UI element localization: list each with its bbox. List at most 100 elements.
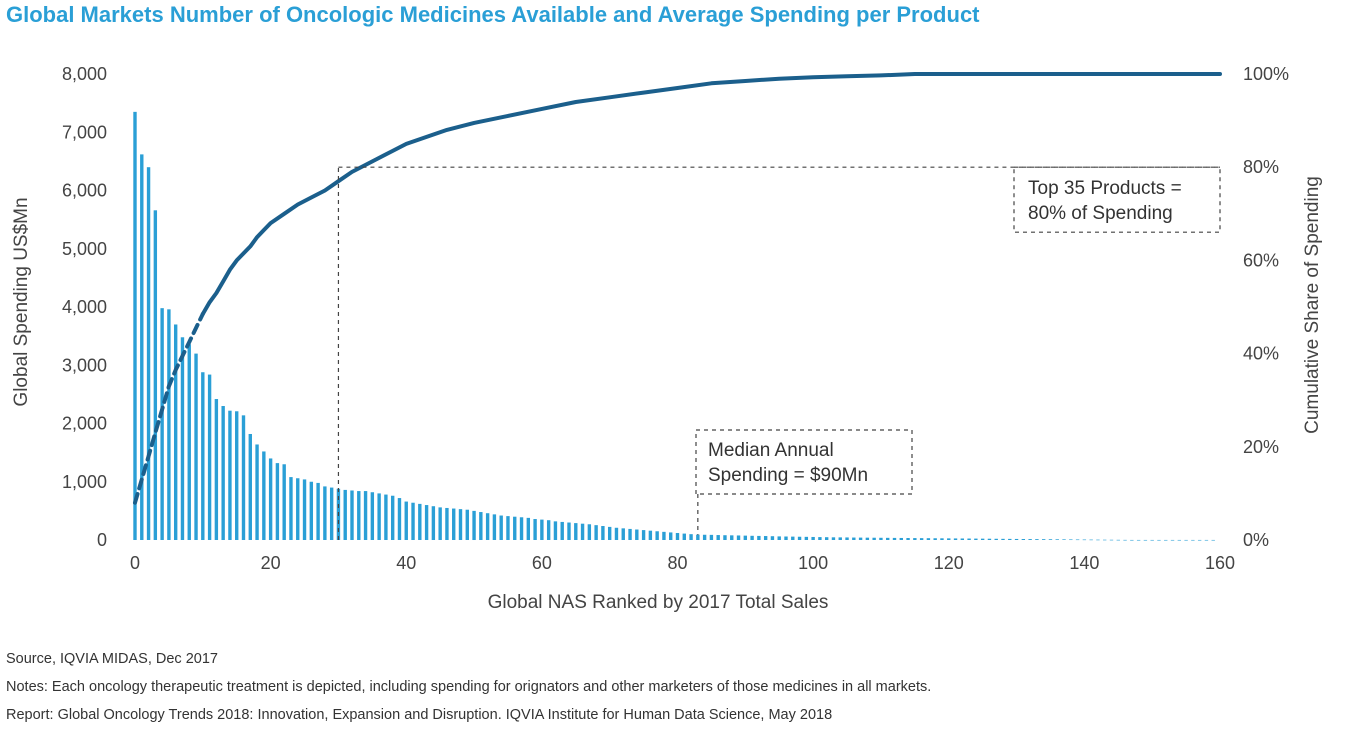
bar — [343, 489, 347, 540]
bar — [194, 353, 198, 540]
bar — [180, 337, 185, 540]
bar — [445, 507, 449, 540]
bar — [743, 535, 748, 540]
bar — [716, 535, 720, 540]
bar — [350, 490, 354, 540]
bar — [994, 538, 998, 540]
bar — [567, 522, 571, 540]
annotation-text-top35: 80% of Spending — [1028, 203, 1173, 224]
bar — [933, 538, 937, 540]
bar — [621, 528, 625, 540]
y-tick-label: 6,000 — [62, 181, 107, 201]
bar — [811, 536, 815, 540]
bar — [1096, 539, 1100, 541]
bar — [614, 527, 619, 540]
bar — [587, 524, 592, 540]
bar — [879, 537, 883, 540]
bar — [1041, 539, 1046, 540]
bar — [1109, 539, 1114, 541]
bar — [574, 523, 578, 540]
bar — [214, 399, 219, 540]
cumulative-line-dashed — [133, 312, 205, 505]
bar — [784, 536, 788, 540]
bar — [235, 411, 239, 540]
bar — [309, 481, 314, 540]
bar — [689, 534, 693, 540]
bar — [1048, 539, 1053, 540]
bar — [329, 487, 334, 540]
y-tick-label: 1,000 — [62, 472, 107, 492]
bar — [791, 536, 795, 540]
annotation-text-median: Spending = $90Mn — [708, 465, 868, 486]
bar — [1062, 539, 1066, 540]
y2-tick-label: 60% — [1243, 250, 1279, 270]
bar — [248, 433, 252, 540]
bar — [513, 516, 517, 540]
y2-axis-label: Cumulative Share of Spending — [1302, 176, 1323, 434]
y2-tick-label: 40% — [1243, 344, 1279, 364]
bar — [255, 444, 259, 540]
chart: Top 35 Products = 80% of Spending Median A… — [11, 64, 1323, 613]
bar — [1157, 539, 1161, 541]
x-tick-label: 20 — [261, 553, 281, 573]
bar — [411, 502, 415, 540]
bar — [533, 519, 537, 540]
bar — [757, 535, 761, 540]
bar — [750, 535, 754, 540]
bar — [133, 111, 137, 541]
bar — [628, 528, 632, 540]
bar — [146, 167, 151, 540]
bar — [560, 521, 564, 540]
bar — [899, 537, 903, 540]
y-tick-label: 5,000 — [62, 239, 107, 259]
bar — [892, 537, 897, 540]
bar — [607, 526, 612, 540]
bar — [228, 410, 232, 540]
bar — [1123, 539, 1127, 541]
y-tick-label: 2,000 — [62, 414, 107, 434]
y2-tick-label: 0% — [1243, 530, 1269, 550]
bar — [187, 344, 191, 540]
bar — [370, 492, 375, 540]
bar — [1211, 539, 1215, 541]
bar — [974, 538, 978, 540]
bar — [553, 521, 558, 540]
bar — [845, 537, 849, 540]
bar — [546, 520, 551, 540]
y-tick-label: 4,000 — [62, 297, 107, 317]
bar — [736, 535, 741, 540]
bar — [980, 538, 985, 540]
x-tick-label: 0 — [130, 553, 140, 573]
x-tick-label: 60 — [532, 553, 552, 573]
bar — [730, 535, 734, 540]
bar — [906, 538, 910, 540]
bar — [465, 509, 469, 540]
bar — [601, 526, 605, 540]
footer-source: Source, IQVIA MIDAS, Dec 2017 — [6, 651, 218, 667]
annotations: Top 35 Products = 80% of Spending Median A… — [337, 166, 1221, 540]
bar — [431, 506, 436, 540]
bar — [390, 495, 395, 540]
bar — [723, 535, 727, 540]
bar — [458, 509, 463, 540]
bar — [960, 538, 965, 540]
bar — [709, 534, 714, 540]
bar — [1035, 539, 1039, 540]
bar — [641, 530, 646, 540]
bar — [1150, 539, 1154, 541]
bar — [418, 503, 422, 540]
bar — [1130, 539, 1134, 541]
bar — [492, 514, 497, 540]
y-tick-label: 3,000 — [62, 355, 107, 375]
bar — [316, 482, 320, 540]
bar — [540, 519, 544, 540]
bar — [696, 534, 700, 540]
bar — [167, 309, 171, 540]
bar — [275, 463, 280, 540]
x-tick-label: 160 — [1205, 553, 1235, 573]
bar — [580, 523, 585, 540]
bar — [1197, 539, 1202, 541]
bar — [702, 534, 707, 540]
bar — [777, 536, 781, 540]
bar — [262, 451, 266, 540]
